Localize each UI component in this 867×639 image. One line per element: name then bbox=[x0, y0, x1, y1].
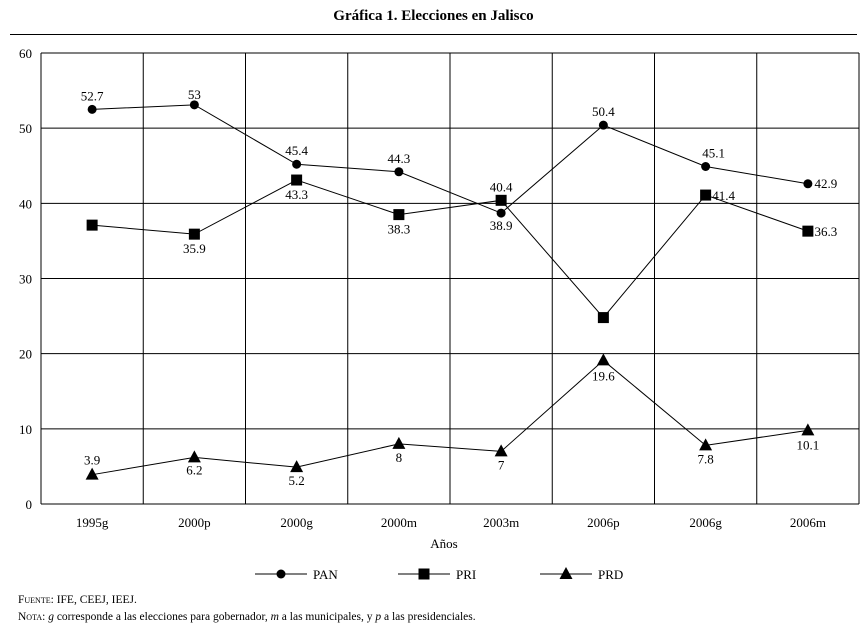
y-tick-label: 60 bbox=[19, 46, 32, 61]
pan-point bbox=[292, 159, 302, 169]
source-text: : IFE, CEEJ, IEEJ. bbox=[50, 594, 137, 606]
prd-data-label: 3.9 bbox=[84, 453, 100, 468]
x-tick-label: 2006m bbox=[790, 515, 826, 530]
pri-point bbox=[188, 228, 200, 240]
pri-data-label: 36.3 bbox=[815, 224, 838, 239]
title-rule bbox=[10, 34, 857, 35]
pan-point bbox=[87, 104, 97, 114]
legend-marker-prd bbox=[559, 567, 573, 579]
note-part1: corresponde a las elecciones para gobern… bbox=[53, 611, 271, 623]
x-tick-label: 2000p bbox=[178, 515, 211, 530]
note-g: g bbox=[48, 611, 54, 623]
y-tick-label: 0 bbox=[26, 497, 33, 512]
pan-point bbox=[701, 162, 711, 172]
pri-point bbox=[802, 225, 814, 237]
x-tick-label: 2000m bbox=[381, 515, 417, 530]
x-tick-label: 1995g bbox=[76, 515, 109, 530]
note-part2: a las municipales, y bbox=[278, 611, 376, 623]
pan-data-label: 38.9 bbox=[490, 218, 513, 233]
y-tick-label: 40 bbox=[19, 196, 32, 211]
pan-point bbox=[496, 208, 506, 218]
prd-point bbox=[187, 450, 201, 463]
prd-point bbox=[494, 444, 508, 457]
pan-data-label: 45.1 bbox=[702, 146, 725, 161]
pan-point bbox=[394, 167, 404, 177]
note-p: p bbox=[375, 611, 382, 623]
pan-data-label: 45.4 bbox=[285, 143, 308, 158]
prd-data-label: 10.1 bbox=[797, 437, 820, 452]
pri-data-label: 38.3 bbox=[388, 222, 411, 237]
pri-data-label: 43.3 bbox=[285, 187, 308, 202]
y-tick-label: 10 bbox=[19, 422, 32, 437]
pan-data-label: 42.9 bbox=[815, 176, 838, 191]
pan-point bbox=[598, 120, 608, 130]
pri-point bbox=[393, 209, 405, 221]
x-tick-label: 2006g bbox=[689, 515, 722, 530]
prd-data-label: 5.2 bbox=[289, 473, 305, 488]
legend-marker-pan bbox=[276, 569, 286, 579]
x-tick-label: 2003m bbox=[483, 515, 519, 530]
pri-point bbox=[86, 219, 98, 231]
explanatory-note: Nota: g corresponde a las elecciones par… bbox=[18, 611, 476, 623]
x-axis-title: Años bbox=[430, 536, 457, 551]
pan-data-label: 52.7 bbox=[81, 88, 104, 103]
pri-data-label: 40.4 bbox=[490, 179, 513, 194]
chart-title: Gráfica 1. Elecciones en Jalisco bbox=[333, 8, 534, 24]
prd-data-label: 7 bbox=[498, 457, 505, 472]
prd-point bbox=[290, 460, 304, 473]
line-chart: 0 10 20 30 40 50 60 1995g 2000p 2000g 2000m 2003m 20… bbox=[19, 46, 860, 582]
note-m: m bbox=[270, 611, 279, 623]
pan-data-label: 53 bbox=[188, 87, 201, 102]
pri-data-label: 41.4 bbox=[712, 188, 735, 203]
footnotes: Fuente: IFE, CEEJ, IEEJ. Nota: g corresp… bbox=[18, 592, 476, 626]
legend-label-prd: PRD bbox=[598, 567, 623, 582]
prd-point bbox=[392, 436, 406, 449]
y-tick-label: 50 bbox=[19, 121, 32, 136]
legend-marker-pri bbox=[418, 568, 430, 580]
series-line-pri bbox=[92, 179, 809, 319]
pri-point bbox=[291, 174, 303, 186]
prd-data-label: 6.2 bbox=[186, 462, 202, 477]
legend-label-pri: PRI bbox=[456, 567, 476, 582]
source-label: Fuente bbox=[18, 594, 51, 606]
note-part3: a las presidenciales. bbox=[381, 611, 476, 623]
pan-data-label: 50.4 bbox=[592, 104, 615, 119]
pan-data-label: 44.3 bbox=[388, 151, 411, 166]
y-tick-label: 30 bbox=[19, 272, 32, 287]
pri-data-label: 35.9 bbox=[183, 241, 206, 256]
prd-data-label: 8 bbox=[396, 450, 403, 465]
prd-data-label: 7.8 bbox=[698, 451, 714, 466]
x-tick-label: 2006p bbox=[587, 515, 620, 530]
prd-data-label: 19.6 bbox=[592, 368, 615, 383]
note-label: Nota bbox=[18, 611, 43, 623]
x-tick-label: 2000g bbox=[280, 515, 313, 530]
source-note: Fuente: IFE, CEEJ, IEEJ. bbox=[18, 592, 476, 609]
legend-label-pan: PAN bbox=[313, 567, 338, 582]
y-tick-label: 20 bbox=[19, 347, 32, 362]
prd-point bbox=[85, 467, 99, 480]
pri-point bbox=[700, 189, 712, 201]
prd-point bbox=[801, 423, 815, 436]
series-line-pan bbox=[92, 104, 808, 214]
pri-point bbox=[597, 312, 609, 324]
series-line-prd bbox=[92, 359, 808, 476]
pri-point bbox=[495, 194, 507, 206]
prd-point bbox=[699, 438, 713, 451]
pan-point bbox=[189, 100, 199, 110]
prd-point bbox=[596, 353, 610, 366]
pan-point bbox=[803, 179, 813, 189]
